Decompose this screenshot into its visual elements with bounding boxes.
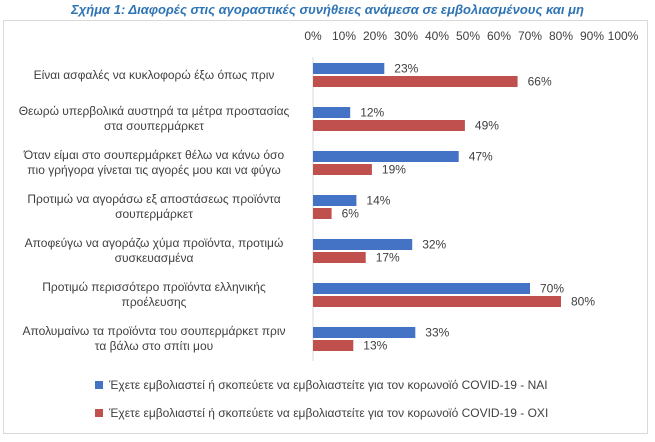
chart-frame xyxy=(3,20,648,434)
data-label-no: 66% xyxy=(528,75,552,89)
category-label-line: Προτιμώ να αγοράσω εξ αποστάσεως προϊόντ… xyxy=(27,192,281,206)
category-label: Αποφεύγω να αγοράζω χύμα προϊόντα, προτι… xyxy=(6,236,302,266)
category-label-line: πιο γρήγορα γίνεται τις αγορές μου και ν… xyxy=(27,163,281,177)
category-label: Όταν είμαι στο σουπερμάρκετ θέλω να κάνω… xyxy=(6,148,302,178)
category-label: Προτιμώ περισσότερο προϊόντα ελληνικής πρ… xyxy=(6,280,302,310)
category-label-line: Είναι ασφαλές να κυκλοφορώ έξω όπως πριν xyxy=(33,67,275,82)
x-tick-label: 80% xyxy=(549,29,573,43)
category-label-line: σουπερμάρκετ xyxy=(115,207,193,221)
legend-label-yes: Έχετε εμβολιαστεί ή σκοπεύετε να εμβολια… xyxy=(109,378,548,392)
category-label-line: Όταν είμαι στο σουπερμάρκετ θέλω να κάνω… xyxy=(23,148,285,162)
category-label-line: στα σουπερμάρκετ xyxy=(103,119,205,133)
data-label-yes: 33% xyxy=(425,326,449,340)
category-label-line: Αποφεύγω να αγοράζω χύμα προϊόντα, προτι… xyxy=(24,236,284,250)
category-label: Προτιμώ να αγοράσω εξ αποστάσεως προϊόντ… xyxy=(6,192,302,222)
category-label: Απολυμαίνω τα προϊόντα του σουπερμάρκετ … xyxy=(6,324,302,354)
category-label: Θεωρώ υπερβολικά αυστηρά τα μέτρα προστα… xyxy=(6,104,302,134)
x-tick-label: 20% xyxy=(363,29,387,43)
data-label-no: 19% xyxy=(382,163,406,177)
data-label-yes: 12% xyxy=(360,106,384,120)
category-label-line: Απολυμαίνω τα προϊόντα του σουπερμάρκετ … xyxy=(22,324,286,338)
x-tick-label: 40% xyxy=(425,29,449,43)
x-tick-label: 90% xyxy=(580,29,604,43)
category-label-line: συσκευασμένα xyxy=(114,251,194,265)
chart-title: Σχήμα 1: Διαφορές στις αγοραστικές συνήθ… xyxy=(71,2,584,17)
bar-yes xyxy=(313,151,459,162)
legend-swatch-yes xyxy=(95,381,103,389)
bar-yes xyxy=(313,63,385,74)
legend-entry-no: Έχετε εμβολιαστεί ή σκοπεύετε να εμβολια… xyxy=(95,406,548,420)
data-label-no: 13% xyxy=(363,339,387,353)
bar-yes xyxy=(313,327,416,338)
bar-no xyxy=(313,208,332,219)
legend-label-no: Έχετε εμβολιαστεί ή σκοπεύετε να εμβολια… xyxy=(109,406,549,420)
bar-no xyxy=(313,164,372,175)
category-label-line: Προτιμώ περισσότερο προϊόντα ελληνικής xyxy=(42,280,266,294)
bar-no xyxy=(313,340,354,351)
category-label-line: προέλευσης xyxy=(121,295,187,309)
bar-no xyxy=(313,120,465,131)
bar-yes xyxy=(313,239,413,250)
x-tick-label: 0% xyxy=(304,29,322,43)
x-tick-label: 60% xyxy=(487,29,511,43)
data-label-no: 17% xyxy=(376,251,400,265)
category-label: Είναι ασφαλές να κυκλοφορώ έξω όπως πριν xyxy=(6,68,302,83)
legend-entry-yes: Έχετε εμβολιαστεί ή σκοπεύετε να εμβολια… xyxy=(95,378,548,392)
bar-no xyxy=(313,296,561,307)
x-tick-label: 100% xyxy=(608,29,639,43)
bar-no xyxy=(313,76,518,87)
data-label-no: 6% xyxy=(342,207,360,221)
x-tick-label: 70% xyxy=(518,29,542,43)
data-label-yes: 14% xyxy=(366,194,390,208)
data-label-yes: 23% xyxy=(394,62,418,76)
x-tick-label: 50% xyxy=(456,29,480,43)
data-label-yes: 70% xyxy=(540,282,564,296)
data-label-yes: 47% xyxy=(469,150,493,164)
data-label-no: 80% xyxy=(571,295,595,309)
data-label-no: 49% xyxy=(475,119,499,133)
data-label-yes: 32% xyxy=(422,238,446,252)
legend-swatch-no xyxy=(95,409,103,417)
bar-yes xyxy=(313,107,351,118)
bar-no xyxy=(313,252,366,263)
bar-yes xyxy=(313,195,357,206)
category-label-line: τα βάλω στο σπίτι μου xyxy=(94,339,214,353)
bar-yes xyxy=(313,283,530,294)
category-label-line: Θεωρώ υπερβολικά αυστηρά τα μέτρα προστα… xyxy=(18,104,290,118)
x-tick-label: 30% xyxy=(394,29,418,43)
x-tick-label: 10% xyxy=(332,29,356,43)
